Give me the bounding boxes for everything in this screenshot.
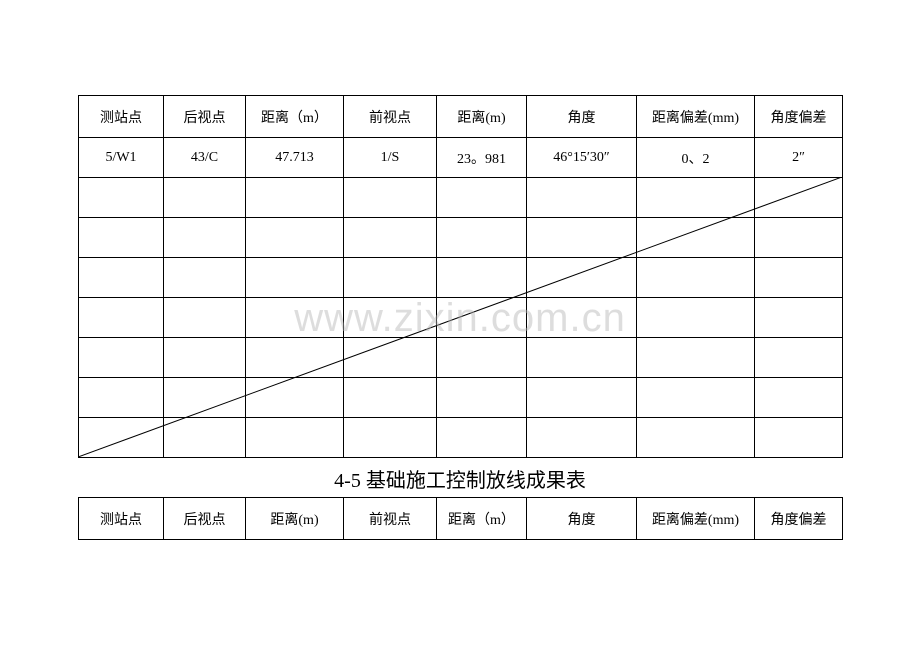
col-header: 角度偏差: [755, 96, 843, 138]
col-header: 距离(m): [246, 498, 344, 540]
table-row: [79, 418, 843, 458]
table-row: [79, 178, 843, 218]
cell: 0、2: [637, 138, 755, 178]
table2-container: 测站点 后视点 距离(m) 前视点 距离（m） 角度 距离偏差(mm) 角度偏差: [78, 497, 842, 540]
cell: 1/S: [344, 138, 437, 178]
cell: 2″: [755, 138, 843, 178]
cell: 46°15′30″: [527, 138, 637, 178]
col-header: 前视点: [344, 96, 437, 138]
table2: 测站点 后视点 距离(m) 前视点 距离（m） 角度 距离偏差(mm) 角度偏差: [78, 497, 843, 540]
table-row: [79, 338, 843, 378]
cell: 47.713: [246, 138, 344, 178]
col-header: 距离（m）: [246, 96, 344, 138]
table-row: [79, 378, 843, 418]
table-row: [79, 258, 843, 298]
col-header: 距离(m): [437, 96, 527, 138]
table1: 测站点 后视点 距离（m） 前视点 距离(m) 角度 距离偏差(mm) 角度偏差…: [78, 95, 843, 458]
table1-container: 测站点 后视点 距离（m） 前视点 距离(m) 角度 距离偏差(mm) 角度偏差…: [78, 95, 842, 458]
col-header: 角度: [527, 96, 637, 138]
col-header: 角度: [527, 498, 637, 540]
cell: 43/C: [164, 138, 246, 178]
col-header: 距离偏差(mm): [637, 498, 755, 540]
table-row: [79, 218, 843, 258]
col-header: 后视点: [164, 96, 246, 138]
cell: 23。981: [437, 138, 527, 178]
section-title: 4-5 基础施工控制放线成果表: [78, 464, 842, 493]
col-header: 角度偏差: [755, 498, 843, 540]
table-header-row: 测站点 后视点 距离(m) 前视点 距离（m） 角度 距离偏差(mm) 角度偏差: [79, 498, 843, 540]
col-header: 后视点: [164, 498, 246, 540]
col-header: 距离（m）: [437, 498, 527, 540]
table-header-row: 测站点 后视点 距离（m） 前视点 距离(m) 角度 距离偏差(mm) 角度偏差: [79, 96, 843, 138]
col-header: 测站点: [79, 498, 164, 540]
col-header: 距离偏差(mm): [637, 96, 755, 138]
table-row: [79, 298, 843, 338]
table-row: 5/W1 43/C 47.713 1/S 23。981 46°15′30″ 0、…: [79, 138, 843, 178]
col-header: 前视点: [344, 498, 437, 540]
cell: 5/W1: [79, 138, 164, 178]
col-header: 测站点: [79, 96, 164, 138]
